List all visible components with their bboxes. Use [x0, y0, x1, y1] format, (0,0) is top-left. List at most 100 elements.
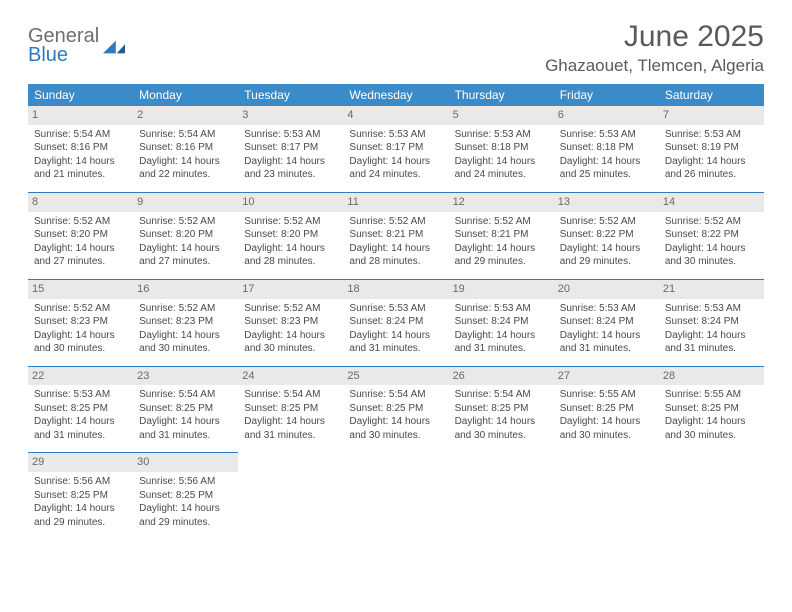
sunrise-text: Sunrise: 5:53 AM: [349, 128, 442, 142]
sunrise-text: Sunrise: 5:54 AM: [139, 388, 232, 402]
dl1-text: Daylight: 14 hours: [455, 415, 548, 429]
sunset-text: Sunset: 8:21 PM: [349, 228, 442, 242]
dl2-text: and 27 minutes.: [139, 255, 232, 269]
sunrise-text: Sunrise: 5:53 AM: [665, 128, 758, 142]
calendar-day-cell: 13Sunrise: 5:52 AMSunset: 8:22 PMDayligh…: [554, 192, 659, 279]
sunset-text: Sunset: 8:20 PM: [139, 228, 232, 242]
day-number: 30: [133, 453, 238, 472]
dl1-text: Daylight: 14 hours: [34, 155, 127, 169]
day-number: 4: [343, 106, 448, 125]
calendar-day-cell: 26Sunrise: 5:54 AMSunset: 8:25 PMDayligh…: [449, 366, 554, 453]
calendar-day-cell: 5Sunrise: 5:53 AMSunset: 8:18 PMDaylight…: [449, 106, 554, 192]
dl1-text: Daylight: 14 hours: [349, 155, 442, 169]
day-number: 18: [343, 280, 448, 299]
logo-text: General Blue: [28, 26, 99, 65]
sunset-text: Sunset: 8:25 PM: [455, 402, 548, 416]
dl2-text: and 30 minutes.: [244, 342, 337, 356]
location-subtitle: Ghazaouet, Tlemcen, Algeria: [545, 56, 764, 76]
day-number: 21: [659, 280, 764, 299]
month-title: June 2025: [545, 20, 764, 54]
sunset-text: Sunset: 8:23 PM: [139, 315, 232, 329]
dl2-text: and 29 minutes.: [560, 255, 653, 269]
calendar-day-cell: 22Sunrise: 5:53 AMSunset: 8:25 PMDayligh…: [28, 366, 133, 453]
day-number: 20: [554, 280, 659, 299]
calendar-day-cell: 27Sunrise: 5:55 AMSunset: 8:25 PMDayligh…: [554, 366, 659, 453]
dl2-text: and 31 minutes.: [665, 342, 758, 356]
dl1-text: Daylight: 14 hours: [139, 329, 232, 343]
logo: General Blue: [28, 26, 125, 65]
dl1-text: Daylight: 14 hours: [244, 155, 337, 169]
dl2-text: and 31 minutes.: [349, 342, 442, 356]
dl1-text: Daylight: 14 hours: [455, 155, 548, 169]
sunrise-text: Sunrise: 5:53 AM: [349, 302, 442, 316]
day-number: 17: [238, 280, 343, 299]
dl2-text: and 22 minutes.: [139, 168, 232, 182]
dl1-text: Daylight: 14 hours: [34, 502, 127, 516]
dl2-text: and 31 minutes.: [244, 429, 337, 443]
sunset-text: Sunset: 8:24 PM: [560, 315, 653, 329]
sunrise-text: Sunrise: 5:52 AM: [244, 302, 337, 316]
day-number: 16: [133, 280, 238, 299]
day-number: 8: [28, 193, 133, 212]
sunrise-text: Sunrise: 5:54 AM: [139, 128, 232, 142]
calendar-week-row: 8Sunrise: 5:52 AMSunset: 8:20 PMDaylight…: [28, 192, 764, 279]
sunrise-text: Sunrise: 5:53 AM: [560, 302, 653, 316]
calendar-day-cell: 21Sunrise: 5:53 AMSunset: 8:24 PMDayligh…: [659, 279, 764, 366]
col-monday: Monday: [133, 84, 238, 106]
calendar-day-cell: 16 Sunrise: 5:52 AMSunset: 8:23 PMDayligh…: [133, 279, 238, 366]
sunset-text: Sunset: 8:19 PM: [665, 141, 758, 155]
sunrise-text: Sunrise: 5:53 AM: [455, 302, 548, 316]
calendar-week-row: 22Sunrise: 5:53 AMSunset: 8:25 PMDayligh…: [28, 366, 764, 453]
col-saturday: Saturday: [659, 84, 764, 106]
dl1-text: Daylight: 14 hours: [560, 415, 653, 429]
sunrise-text: Sunrise: 5:53 AM: [34, 388, 127, 402]
day-number: 22: [28, 367, 133, 386]
day-number: 11: [343, 193, 448, 212]
sunrise-text: Sunrise: 5:56 AM: [34, 475, 127, 489]
sunset-text: Sunset: 8:25 PM: [665, 402, 758, 416]
dl2-text: and 26 minutes.: [665, 168, 758, 182]
sunset-text: Sunset: 8:17 PM: [349, 141, 442, 155]
sunset-text: Sunset: 8:25 PM: [139, 489, 232, 503]
calendar-day-cell: 23Sunrise: 5:54 AMSunset: 8:25 PMDayligh…: [133, 366, 238, 453]
dl1-text: Daylight: 14 hours: [139, 155, 232, 169]
day-number: 27: [554, 367, 659, 386]
dl2-text: and 21 minutes.: [34, 168, 127, 182]
calendar-day-cell: 20Sunrise: 5:53 AMSunset: 8:24 PMDayligh…: [554, 279, 659, 366]
sunset-text: Sunset: 8:25 PM: [139, 402, 232, 416]
calendar-day-cell: 1Sunrise: 5:54 AMSunset: 8:16 PMDaylight…: [28, 106, 133, 192]
sunset-text: Sunset: 8:17 PM: [244, 141, 337, 155]
dl2-text: and 27 minutes.: [34, 255, 127, 269]
day-number: 13: [554, 193, 659, 212]
sunset-text: Sunset: 8:25 PM: [560, 402, 653, 416]
calendar-week-row: 29Sunrise: 5:56 AMSunset: 8:25 PMDayligh…: [28, 453, 764, 539]
day-number: 24: [238, 367, 343, 386]
sunset-text: Sunset: 8:24 PM: [349, 315, 442, 329]
sunrise-text: Sunrise: 5:53 AM: [665, 302, 758, 316]
dl1-text: Daylight: 14 hours: [349, 329, 442, 343]
calendar-page: General Blue June 2025 Ghazaouet, Tlemce…: [0, 0, 792, 559]
day-number: 9: [133, 193, 238, 212]
calendar-day-cell: 25Sunrise: 5:54 AMSunset: 8:25 PMDayligh…: [343, 366, 448, 453]
calendar-day-cell: 10Sunrise: 5:52 AMSunset: 8:20 PMDayligh…: [238, 192, 343, 279]
day-number: 3: [238, 106, 343, 125]
sunrise-text: Sunrise: 5:52 AM: [139, 215, 232, 229]
calendar-day-cell: [659, 453, 764, 539]
sunrise-text: Sunrise: 5:53 AM: [244, 128, 337, 142]
sunset-text: Sunset: 8:22 PM: [560, 228, 653, 242]
calendar-day-cell: 14Sunrise: 5:52 AMSunset: 8:22 PMDayligh…: [659, 192, 764, 279]
sunset-text: Sunset: 8:20 PM: [244, 228, 337, 242]
dl1-text: Daylight: 14 hours: [560, 242, 653, 256]
dl2-text: and 31 minutes.: [139, 429, 232, 443]
dl1-text: Daylight: 14 hours: [349, 415, 442, 429]
day-number: 19: [449, 280, 554, 299]
sunrise-text: Sunrise: 5:56 AM: [139, 475, 232, 489]
calendar-day-cell: [449, 453, 554, 539]
dl2-text: and 28 minutes.: [349, 255, 442, 269]
dl2-text: and 24 minutes.: [349, 168, 442, 182]
dl2-text: and 23 minutes.: [244, 168, 337, 182]
col-friday: Friday: [554, 84, 659, 106]
sunset-text: Sunset: 8:21 PM: [455, 228, 548, 242]
sunrise-text: Sunrise: 5:52 AM: [139, 302, 232, 316]
dl1-text: Daylight: 14 hours: [560, 155, 653, 169]
